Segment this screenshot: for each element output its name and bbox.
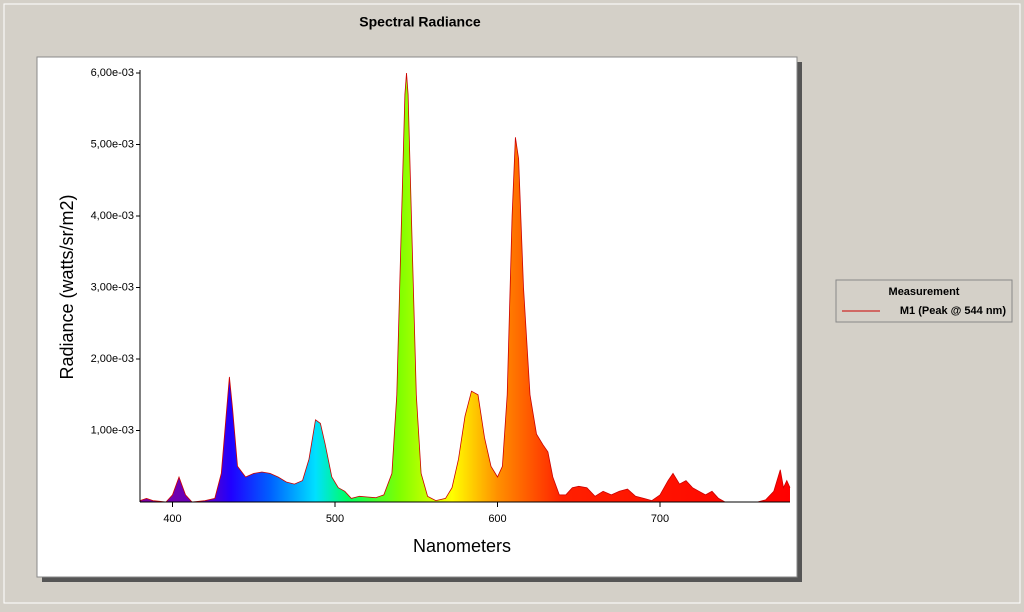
x-tick-label: 400 xyxy=(163,513,181,525)
window-frame xyxy=(3,3,1021,604)
y-tick-label: 3,00e-03 xyxy=(91,281,134,293)
y-tick-label: 6,00e-03 xyxy=(91,67,134,79)
legend xyxy=(835,279,1013,323)
legend-label: M1 (Peak @ 544 nm) xyxy=(900,305,1006,317)
y-tick-label: 5,00e-03 xyxy=(91,138,134,150)
x-tick-label: 500 xyxy=(326,513,344,525)
chart-title: Spectral Radiance xyxy=(359,14,481,30)
x-tick-label: 700 xyxy=(651,513,669,525)
series-line xyxy=(139,72,791,503)
y-tick-label: 1,00e-03 xyxy=(91,424,134,436)
x-tick-label: 600 xyxy=(488,513,506,525)
y-tick-label: 2,00e-03 xyxy=(91,353,134,365)
legend-title: Measurement xyxy=(889,286,960,298)
y-axis-label: Radiance (watts/sr/m2) xyxy=(57,194,77,379)
y-tick-label: 4,00e-03 xyxy=(91,210,134,222)
x-axis-label: Nanometers xyxy=(413,536,511,556)
